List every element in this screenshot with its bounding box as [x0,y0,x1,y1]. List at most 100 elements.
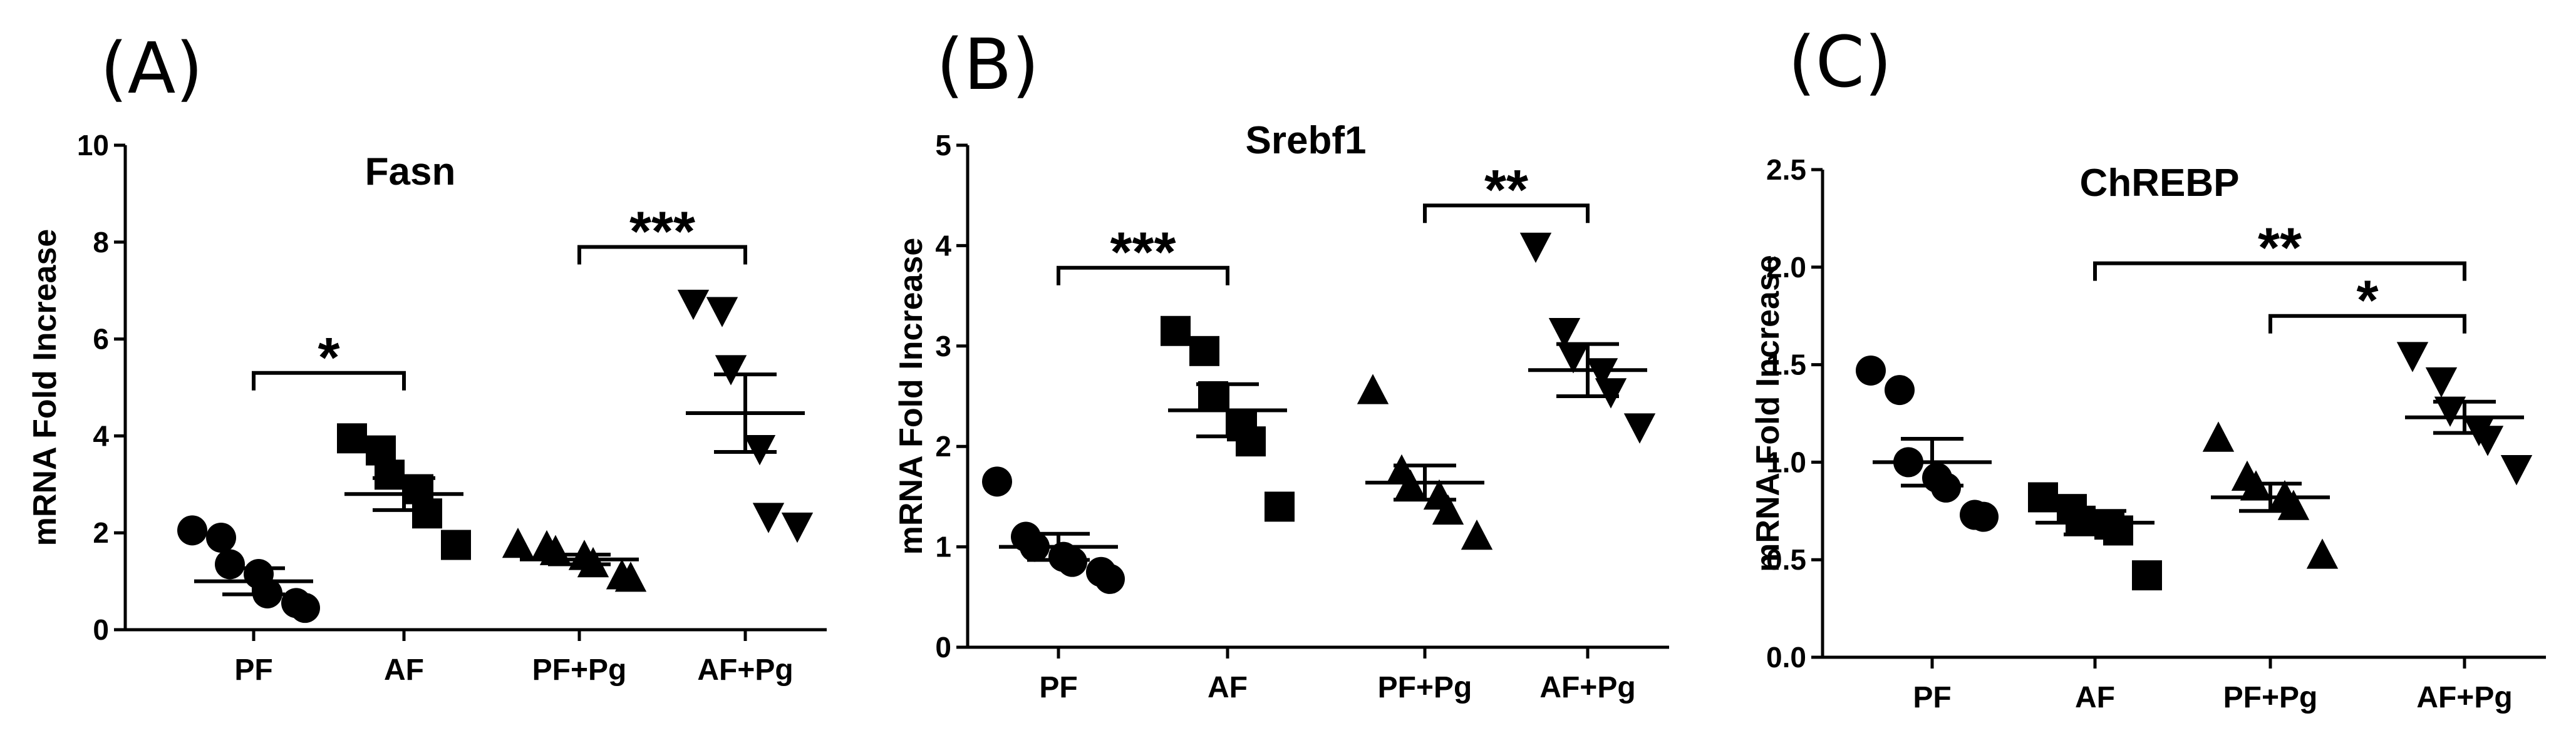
chart-panel-c: (C) ChREBP mRNA Fold Increase 0.0 0.5 1.0 1.5 2… [1750,22,2546,714]
x-tick-label: PF+Pg [2223,681,2318,714]
y-tick-label: 0 [93,613,109,646]
y-axis-label: mRNA Fold Increase [27,229,63,546]
data-point [1161,315,1191,346]
y-tick-label: 0 [935,631,951,664]
x-tick-label: PF [1913,681,1951,714]
data-point [2202,421,2235,452]
significance-label: *** [629,201,695,264]
data-point [290,593,320,623]
data-point [412,498,442,529]
data-point [1357,374,1389,404]
data-point [2425,367,2458,398]
significance-bracket [1057,265,1229,285]
x-tick-label: PF [1039,671,1077,704]
x-tick-label: AF+Pg [697,653,793,687]
y-tick-label: 0.0 [1766,641,1806,674]
chart-title: Fasn [365,150,456,193]
data-point [2028,482,2058,513]
data-point [1198,381,1228,411]
x-tick-label: AF+Pg [1539,671,1635,704]
y-tick-label: 5 [935,129,951,161]
data-point [1095,563,1125,594]
significance-label: * [2356,270,2378,332]
data-point [1856,355,1886,386]
data-point [1885,375,1915,406]
y-tick-label: 2.0 [1766,251,1806,284]
data-point [781,512,814,543]
data-point [2500,455,2533,486]
x-tick-label: AF [384,653,424,687]
data-point [2396,342,2429,372]
y-tick-label: 1.5 [1766,349,1806,381]
data-point [502,527,534,558]
significance-label: *** [1110,222,1176,284]
y-tick-label: 1.0 [1766,446,1806,478]
significance-bracket [2093,261,2466,281]
data-point [614,561,647,592]
y-tick-label: 2 [93,516,109,549]
y-tick-label: 1 [935,531,951,563]
y-tick-label: 6 [93,323,109,356]
data-point [1548,318,1581,349]
significance-bracket [577,245,747,265]
x-tick-label: PF+Pg [1378,671,1472,704]
data-point [1968,501,1999,532]
data-point [1557,343,1590,374]
chart-panel-a: (A) Fasn mRNA Fold Increase 0 2 4 6 8 10 PF AF PF+P… [27,28,827,687]
y-tick-label: 8 [93,226,109,259]
significance-bracket [1423,203,1590,223]
data-point [982,466,1012,497]
data-point [1057,546,1087,577]
significance-label: ** [2258,217,2302,280]
significance-bracket [2268,314,2466,334]
y-tick-label: 0.5 [1766,543,1806,576]
data-point [1586,358,1618,389]
data-point [1189,336,1219,366]
data-point [1265,491,1295,522]
chart-title: Srebf1 [1246,119,1367,162]
y-axis-label: mRNA Fold Increase [893,238,929,555]
data-point [715,355,747,386]
panel-letter: (C) [1788,22,1892,103]
y-tick-label: 4 [935,229,951,262]
x-tick-label: AF [1208,671,1248,704]
data-point [1623,413,1656,444]
significance-label: * [318,327,339,389]
x-tick-label: AF [2075,681,2115,714]
data-point [375,459,405,490]
data-point [1236,426,1266,457]
data-point [706,297,738,327]
data-point [2306,538,2339,569]
data-point [2434,396,2466,427]
data-point [177,515,207,546]
data-point [1595,378,1627,409]
y-axis-label: mRNA Fold Increase [1750,255,1786,572]
x-tick-label: PF [234,653,272,687]
data-point [337,423,367,454]
significance-bracket [252,371,406,391]
data-point [752,503,785,533]
x-tick-label: AF+Pg [2416,681,2512,714]
data-point [2103,515,2133,546]
data-point [441,530,471,560]
data-point [1461,519,1493,550]
data-point [215,549,245,580]
data-point [1519,232,1552,263]
y-tick-label: 10 [77,129,109,161]
y-tick-label: 2.5 [1766,153,1806,186]
y-tick-label: 4 [93,419,109,452]
x-tick-label: PF+Pg [532,653,627,687]
data-point [1931,472,1961,503]
chart-title: ChREBP [2080,161,2240,205]
data-point [577,546,609,578]
data-point [2132,560,2162,591]
data-point [677,289,710,320]
data-point [1432,494,1464,525]
y-tick-label: 3 [935,330,951,362]
chart-panel-b: (B) Srebf1 mRNA Fold Increase 0 1 2 3 4 5 PF AF PF+… [893,24,1669,704]
significance-label: ** [1484,159,1528,222]
panel-letter: (A) [100,28,203,110]
data-point [206,522,236,553]
panel-letter: (B) [936,24,1039,106]
